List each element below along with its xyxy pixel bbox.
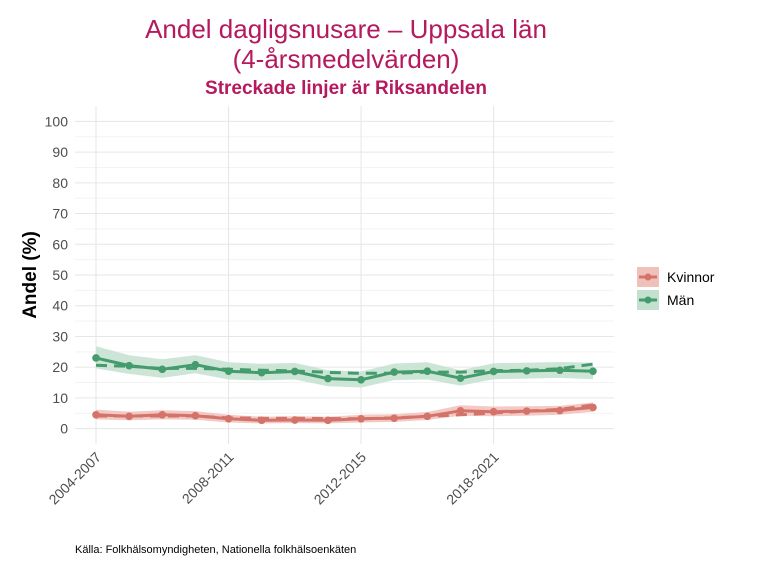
data-point-man (522, 367, 531, 375)
y-axis-ticks: 0 10 20 30 40 50 60 70 80 90 100 (45, 113, 69, 436)
data-point-man (125, 361, 133, 370)
x-axis-ticks: 2004-2007 2008-2011 2012-2015 2018-2021 (45, 449, 501, 508)
data-point-kvinnor (456, 407, 465, 415)
data-point-man (357, 375, 365, 384)
y-tick-label: 90 (52, 144, 68, 160)
y-tick-label: 50 (52, 267, 68, 283)
legend-point-kvinnor (644, 273, 652, 281)
data-point-kvinnor (257, 416, 266, 425)
data-point-kvinnor (357, 415, 365, 423)
plot-area (92, 346, 597, 425)
data-point-man (291, 367, 299, 376)
x-tick-label: 2012-2015 (311, 449, 370, 508)
chart-subtitle: Streckade linjer är Riksandelen (205, 78, 487, 99)
data-point-man (390, 368, 399, 376)
data-point-kvinnor (324, 416, 332, 425)
data-point-kvinnor (291, 416, 299, 424)
y-tick-label: 0 (60, 421, 68, 437)
data-point-man (224, 367, 233, 375)
y-tick-label: 10 (52, 390, 68, 406)
data-point-kvinnor (92, 411, 100, 419)
legend-label-man: Män (667, 292, 694, 308)
legend: Kvinnor Män (637, 267, 715, 310)
data-point-kvinnor (125, 412, 133, 421)
data-point-man (556, 366, 564, 375)
chart-title-line2: (4-årsmedelvärden) (233, 44, 460, 74)
data-point-man (191, 360, 200, 369)
chart-title: Andel dagligsnusare – Uppsala län (145, 14, 547, 44)
data-point-kvinnor (390, 414, 399, 422)
data-point-man (257, 368, 266, 377)
data-point-kvinnor (191, 411, 200, 420)
series-line-man (95, 356, 594, 382)
data-point-man (489, 367, 498, 376)
data-point-man (589, 367, 597, 375)
data-point-kvinnor (556, 406, 564, 415)
legend-label-kvinnor: Kvinnor (667, 269, 715, 285)
data-point-kvinnor (158, 411, 167, 419)
data-point-kvinnor (589, 403, 597, 412)
data-point-man (324, 374, 332, 383)
y-tick-label: 20 (52, 359, 68, 375)
y-tick-label: 30 (52, 328, 68, 344)
y-tick-label: 40 (52, 298, 68, 314)
y-tick-label: 100 (45, 113, 69, 129)
x-tick-label: 2004-2007 (45, 449, 104, 508)
data-point-man (92, 354, 100, 362)
y-tick-label: 60 (52, 236, 68, 252)
y-axis-label: Andel (%) (20, 231, 41, 319)
data-point-kvinnor (224, 415, 233, 423)
x-tick-label: 2008-2011 (179, 449, 237, 507)
data-point-kvinnor (522, 407, 531, 415)
data-point-man (456, 374, 465, 383)
source-caption: Källa: Folkhälsomyndigheten, Nationella … (75, 544, 356, 556)
y-tick-label: 80 (52, 175, 68, 191)
data-point-man (158, 365, 167, 374)
data-point-kvinnor (423, 412, 432, 421)
data-point-kvinnor (489, 407, 498, 416)
x-tick-label: 2018-2021 (443, 449, 502, 508)
y-tick-label: 70 (52, 206, 68, 222)
data-point-man (423, 367, 432, 375)
legend-point-man (644, 296, 652, 304)
grid (75, 106, 614, 444)
series-line-kvinnor (95, 405, 594, 422)
